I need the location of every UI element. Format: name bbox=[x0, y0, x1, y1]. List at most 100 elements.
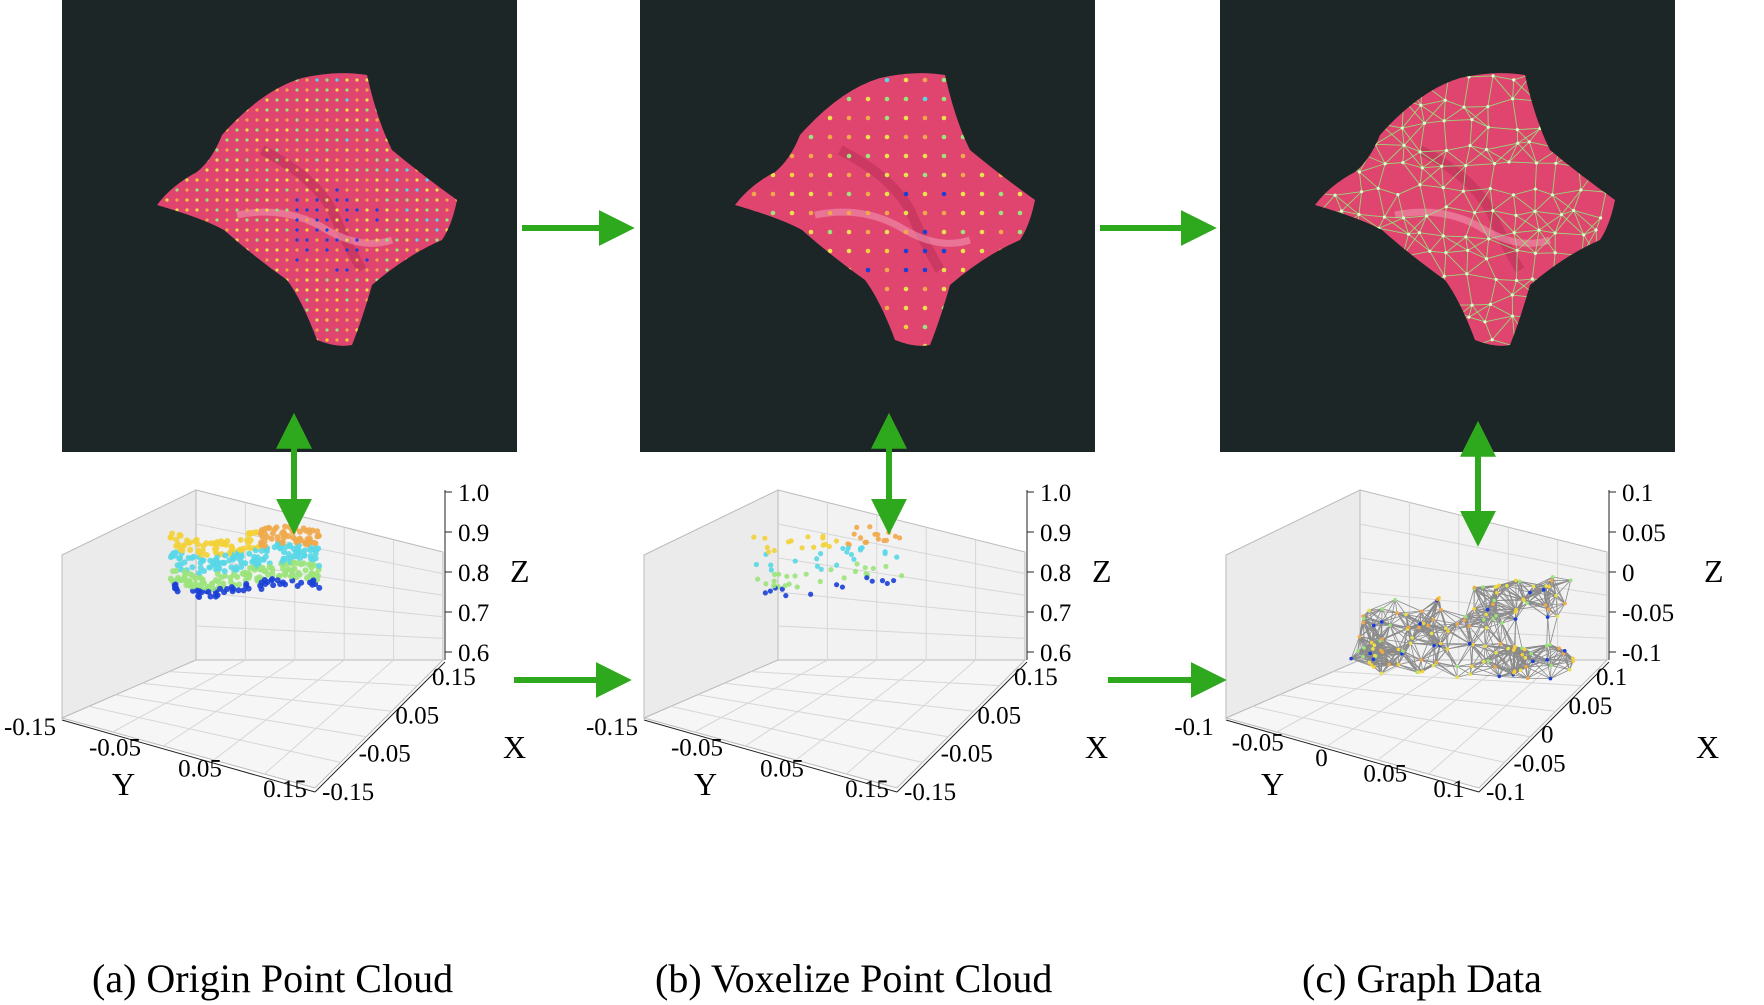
point bbox=[221, 589, 228, 596]
point bbox=[174, 541, 181, 548]
cloud-dot bbox=[265, 148, 269, 152]
cloud-dot bbox=[1017, 210, 1023, 216]
mesh-node bbox=[1488, 302, 1492, 306]
graph-node bbox=[1371, 647, 1375, 651]
mesh-edge bbox=[1384, 144, 1405, 165]
graph-edge bbox=[1368, 599, 1396, 611]
graph-node bbox=[1410, 636, 1414, 640]
cloud-dot bbox=[415, 188, 419, 192]
mesh-edge bbox=[1583, 229, 1597, 236]
cloud-dot bbox=[405, 188, 409, 192]
point bbox=[316, 584, 323, 591]
cloud-dot bbox=[285, 158, 289, 162]
graph-edge bbox=[1552, 576, 1571, 581]
mesh-edge bbox=[1495, 279, 1513, 296]
cloud-dot bbox=[285, 138, 289, 142]
graph-node bbox=[1361, 654, 1365, 659]
cloud-dot bbox=[295, 98, 299, 102]
graph-edge bbox=[1506, 585, 1534, 587]
graph-edge bbox=[1420, 643, 1441, 661]
cloud-dot bbox=[808, 153, 814, 159]
point bbox=[771, 578, 777, 584]
mesh-edge bbox=[1513, 211, 1536, 234]
point bbox=[894, 554, 900, 560]
graph-edge bbox=[1533, 580, 1552, 587]
mesh-edge bbox=[1444, 273, 1467, 277]
cloud-dot bbox=[1017, 229, 1023, 235]
cloud-dot bbox=[827, 248, 833, 254]
graph-edge bbox=[1549, 644, 1552, 666]
cloud-dot bbox=[941, 172, 947, 178]
graph-node bbox=[1445, 647, 1450, 651]
cloud-dot bbox=[355, 158, 359, 162]
graph-edge bbox=[1483, 615, 1497, 621]
cloud-dot bbox=[255, 108, 259, 112]
point bbox=[247, 537, 254, 544]
cloud-dot bbox=[865, 210, 871, 216]
point bbox=[197, 574, 204, 581]
mesh-edge bbox=[1441, 166, 1444, 188]
graph-edge bbox=[1529, 576, 1553, 593]
graph-edge bbox=[1398, 664, 1423, 672]
graph-edge bbox=[1552, 576, 1566, 604]
graph-edge bbox=[1473, 600, 1495, 610]
cloud-dot bbox=[325, 338, 329, 342]
mesh-edge bbox=[1486, 249, 1518, 260]
point bbox=[265, 524, 272, 531]
cloud-dot bbox=[255, 188, 259, 192]
cloud-dot bbox=[415, 228, 419, 232]
mesh-edge bbox=[1486, 258, 1497, 280]
mesh-edge bbox=[1408, 215, 1427, 235]
cloud-dot bbox=[305, 268, 309, 272]
cloud-dot bbox=[325, 298, 329, 302]
cloud-dot bbox=[225, 198, 229, 202]
point bbox=[203, 552, 210, 559]
point bbox=[854, 524, 860, 530]
point bbox=[290, 546, 297, 553]
mesh-edge bbox=[1443, 120, 1447, 151]
cloud-dot bbox=[335, 128, 339, 132]
point bbox=[270, 582, 277, 589]
cloud-dot bbox=[395, 158, 399, 162]
mesh-edge bbox=[1554, 214, 1563, 234]
cloud-dot bbox=[922, 305, 928, 311]
cloud-dot bbox=[245, 168, 249, 172]
mesh-node bbox=[1417, 231, 1422, 235]
cloud-dot bbox=[175, 198, 179, 202]
cloud-dot bbox=[355, 258, 359, 262]
mesh-node bbox=[1442, 274, 1446, 278]
graph-node bbox=[1484, 626, 1489, 630]
cloud-dot bbox=[185, 178, 189, 182]
mesh-node bbox=[1486, 125, 1490, 129]
graph-edge bbox=[1550, 669, 1570, 679]
cloud-dot bbox=[365, 288, 369, 292]
mesh-node bbox=[1484, 257, 1489, 261]
y-axis-line bbox=[1225, 719, 1480, 793]
mesh-edge bbox=[1486, 149, 1495, 164]
point bbox=[297, 555, 304, 562]
mesh-edge bbox=[1465, 145, 1471, 166]
mesh-node bbox=[1510, 293, 1514, 297]
cloud-dot bbox=[315, 188, 319, 192]
graph-edge bbox=[1433, 628, 1447, 646]
cloud-dot bbox=[335, 198, 339, 202]
x-tick-label: -0.15 bbox=[322, 779, 374, 806]
cloud-dot bbox=[375, 158, 379, 162]
cloud-dot bbox=[365, 248, 369, 252]
cloud-dot bbox=[941, 267, 947, 273]
cloud-dot bbox=[175, 208, 179, 212]
cloud-dot bbox=[305, 258, 309, 262]
mesh-node bbox=[1442, 119, 1446, 123]
point bbox=[248, 530, 255, 537]
x-axis-line bbox=[1478, 661, 1610, 793]
graph-edge bbox=[1494, 666, 1521, 671]
cloud-dot bbox=[235, 228, 239, 232]
mesh-edge bbox=[1491, 315, 1513, 341]
mesh-edge bbox=[1334, 194, 1343, 212]
point bbox=[195, 593, 202, 600]
graph-edge bbox=[1359, 625, 1375, 638]
point bbox=[207, 593, 214, 600]
cloud-dot bbox=[265, 198, 269, 202]
mesh-node bbox=[1599, 216, 1603, 220]
cloud-dot bbox=[425, 208, 429, 212]
